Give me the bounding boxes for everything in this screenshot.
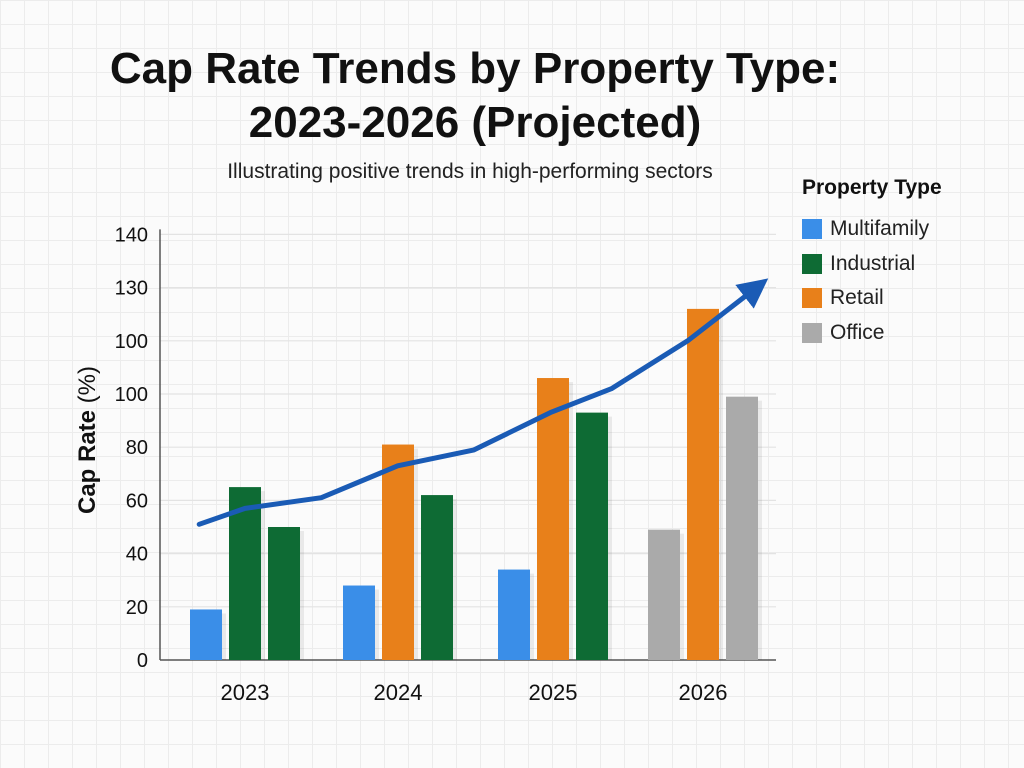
x-tick-label: 2026 bbox=[679, 680, 728, 705]
y-tick-label: 140 bbox=[115, 224, 148, 246]
x-tick-label: 2023 bbox=[221, 680, 270, 705]
legend-label: Industrial bbox=[830, 251, 916, 275]
legend-items: Multifamily Industrial Retail Office bbox=[802, 212, 1012, 350]
bar-industrial-2023 bbox=[229, 487, 261, 660]
bar-multifamily-2025 bbox=[498, 569, 530, 660]
bar-retail-2025 bbox=[537, 378, 569, 660]
y-axis-title: Cap Rate (%) bbox=[74, 366, 101, 514]
x-tick-label: 2025 bbox=[529, 680, 578, 705]
chart-title: Cap Rate Trends by Property Type: 2023-2… bbox=[0, 42, 950, 150]
legend-swatch bbox=[802, 253, 822, 274]
bar-retail-2026 bbox=[687, 308, 719, 660]
chart-subtitle: Illustrating positive trends in high-per… bbox=[227, 160, 713, 183]
legend-swatch bbox=[802, 288, 822, 309]
x-tick-labels: 2023 2024 2025 2026 bbox=[221, 680, 728, 705]
chart-title-line-2: 2023-2026 (Projected) bbox=[248, 98, 702, 147]
y-tick-label: 20 bbox=[126, 597, 148, 619]
y-tick-labels: 0 20 40 60 80 100 100 130 140 bbox=[115, 224, 148, 672]
legend-title: Property Type bbox=[802, 176, 942, 199]
y-tick-label: 100 bbox=[115, 331, 148, 353]
legend-label: Retail bbox=[830, 286, 884, 310]
bar-industrial-2025 bbox=[576, 412, 608, 660]
chart-title-line-1: Cap Rate Trends by Property Type: bbox=[109, 44, 841, 93]
bar-multifamily-2024 bbox=[343, 585, 375, 660]
y-axis-title-main: Cap Rate bbox=[74, 410, 101, 514]
y-tick-label: 100 bbox=[115, 384, 148, 406]
bars bbox=[190, 308, 762, 660]
y-tick-label: 60 bbox=[126, 490, 148, 512]
trend-line bbox=[196, 278, 769, 527]
legend-label: Multifamily bbox=[830, 217, 930, 241]
y-tick-label: 80 bbox=[126, 437, 148, 459]
legend-item-industrial: Industrial bbox=[802, 247, 1012, 282]
legend-swatch bbox=[802, 219, 822, 240]
bar-retail-2024 bbox=[382, 444, 414, 660]
legend-item-retail: Retail bbox=[802, 281, 1012, 316]
bar-office-2026 bbox=[648, 529, 680, 660]
y-tick-label: 130 bbox=[115, 278, 148, 300]
legend-label: Office bbox=[830, 320, 885, 344]
y-tick-label: 0 bbox=[137, 650, 148, 672]
x-tick-label: 2024 bbox=[374, 680, 423, 705]
legend-item-office: Office bbox=[802, 316, 1012, 351]
trend-arrow bbox=[196, 278, 769, 527]
legend: Property Type Multifamily Industrial Retai… bbox=[802, 176, 1012, 350]
bar-multifamily-2023 bbox=[190, 609, 222, 660]
bar-industrial-2023 bbox=[268, 527, 300, 660]
y-axis-title-unit: (%) bbox=[74, 366, 101, 410]
legend-item-multifamily: Multifamily bbox=[802, 212, 1012, 247]
bar-industrial-2024 bbox=[421, 495, 453, 660]
legend-swatch bbox=[802, 322, 822, 343]
y-tick-label: 40 bbox=[126, 544, 148, 566]
bar-office-2026 bbox=[726, 396, 758, 660]
